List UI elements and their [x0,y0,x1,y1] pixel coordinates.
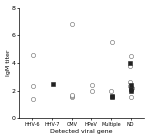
Point [91,89,93,92]
Y-axis label: IgM titer: IgM titer [6,50,10,76]
Point [32,53,34,56]
Point [110,89,112,92]
Point [70,96,73,99]
Point [130,89,132,92]
Point [130,84,132,86]
Point [129,65,131,67]
Point [71,23,73,25]
Point [129,81,131,83]
Point [111,95,113,97]
Point [31,98,34,100]
Point [71,95,73,97]
Point [110,41,113,43]
Point [111,96,113,99]
Point [51,82,54,85]
Point [70,94,73,96]
Point [130,88,132,90]
Point [130,55,133,57]
Point [129,88,132,90]
Point [130,96,132,99]
Point [130,87,133,89]
Point [32,85,34,88]
Point [129,62,131,64]
X-axis label: Detected viral gene: Detected viral gene [50,130,113,134]
Point [129,85,131,88]
Point [91,84,93,86]
